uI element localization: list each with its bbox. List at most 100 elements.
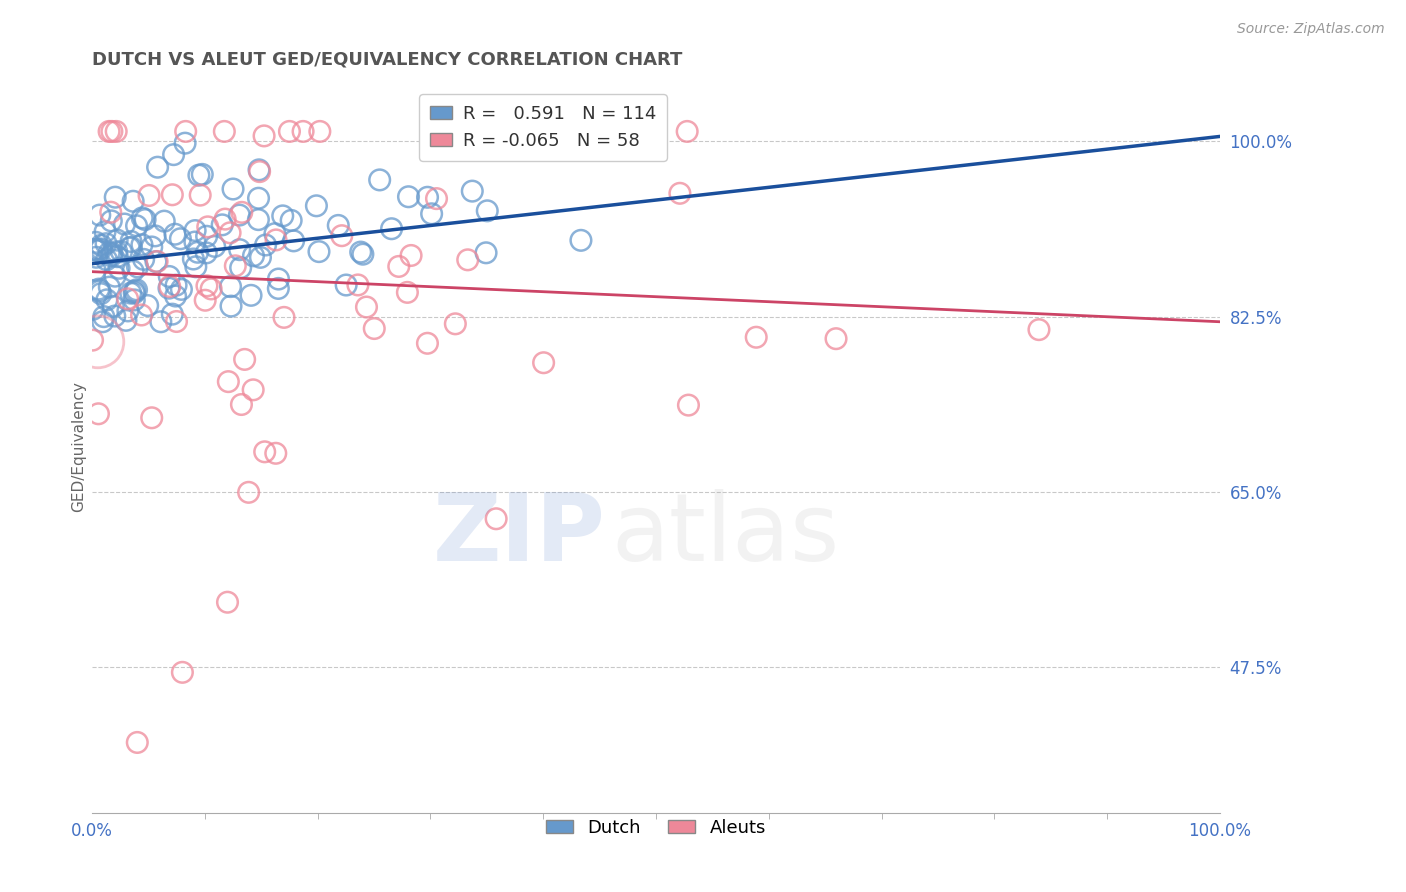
Point — [90, 286, 112, 301]
Point — [157, 281, 180, 295]
Point — [253, 445, 276, 459]
Point — [82, 302, 104, 317]
Point — [222, 182, 245, 196]
Point — [98, 280, 121, 294]
Point — [267, 281, 290, 295]
Point — [676, 124, 699, 138]
Point — [231, 205, 253, 219]
Point — [350, 245, 373, 260]
Point — [238, 485, 260, 500]
Point — [110, 244, 132, 259]
Point — [425, 192, 447, 206]
Point — [96, 293, 118, 307]
Point — [127, 260, 149, 274]
Point — [91, 315, 114, 329]
Point — [118, 241, 141, 255]
Point — [90, 238, 112, 252]
Point — [253, 128, 276, 143]
Legend: Dutch, Aleuts: Dutch, Aleuts — [538, 812, 773, 844]
Point — [461, 184, 484, 198]
Point — [100, 214, 122, 228]
Point — [170, 282, 193, 296]
Point — [217, 595, 239, 609]
Point — [122, 194, 145, 209]
Point — [120, 240, 142, 254]
Point — [94, 225, 117, 239]
Point — [131, 308, 153, 322]
Point — [211, 218, 233, 232]
Point — [104, 309, 127, 323]
Point — [184, 223, 207, 237]
Point — [278, 124, 301, 138]
Point — [335, 278, 357, 293]
Y-axis label: GED/Equivalency: GED/Equivalency — [72, 382, 87, 512]
Point — [127, 735, 149, 749]
Point — [247, 162, 270, 177]
Text: Source: ZipAtlas.com: Source: ZipAtlas.com — [1237, 22, 1385, 37]
Point — [146, 254, 169, 268]
Point — [146, 160, 169, 174]
Point — [105, 250, 128, 264]
Point — [194, 293, 217, 308]
Point — [254, 238, 277, 252]
Point — [84, 250, 107, 264]
Point — [416, 336, 439, 351]
Point — [105, 244, 128, 259]
Point — [352, 247, 374, 261]
Point — [229, 260, 252, 275]
Point — [141, 240, 163, 254]
Point — [82, 333, 104, 347]
Point — [84, 235, 107, 250]
Point — [153, 214, 176, 228]
Point — [172, 665, 194, 680]
Point — [283, 234, 305, 248]
Point — [138, 188, 160, 202]
Point — [87, 407, 110, 421]
Point — [388, 260, 411, 274]
Point — [224, 259, 246, 273]
Point — [159, 279, 181, 293]
Point — [134, 212, 156, 227]
Point — [157, 269, 180, 284]
Point — [1028, 323, 1050, 337]
Point — [217, 375, 239, 389]
Point — [195, 229, 218, 244]
Point — [273, 310, 295, 325]
Point — [131, 237, 153, 252]
Point — [214, 124, 236, 138]
Point — [143, 228, 166, 243]
Point — [93, 310, 115, 324]
Point — [328, 219, 350, 233]
Point — [533, 356, 555, 370]
Point — [416, 190, 439, 204]
Point — [249, 164, 271, 178]
Point — [108, 261, 131, 276]
Point — [219, 279, 242, 293]
Point — [188, 188, 211, 202]
Point — [149, 315, 172, 329]
Point — [98, 124, 121, 138]
Point — [169, 232, 191, 246]
Point — [444, 317, 467, 331]
Point — [94, 236, 117, 251]
Point — [122, 264, 145, 278]
Text: atlas: atlas — [612, 489, 839, 581]
Point — [174, 136, 197, 151]
Point — [195, 246, 218, 260]
Point — [96, 252, 118, 267]
Point — [163, 227, 186, 242]
Point — [214, 212, 236, 227]
Point — [162, 147, 184, 161]
Point — [89, 284, 111, 298]
Point — [191, 168, 214, 182]
Point — [195, 278, 218, 293]
Point — [477, 203, 499, 218]
Point — [247, 212, 270, 227]
Point — [204, 239, 226, 253]
Point — [249, 251, 271, 265]
Point — [145, 254, 167, 268]
Point — [89, 208, 111, 222]
Point — [240, 288, 263, 302]
Point — [247, 191, 270, 205]
Point — [120, 235, 142, 249]
